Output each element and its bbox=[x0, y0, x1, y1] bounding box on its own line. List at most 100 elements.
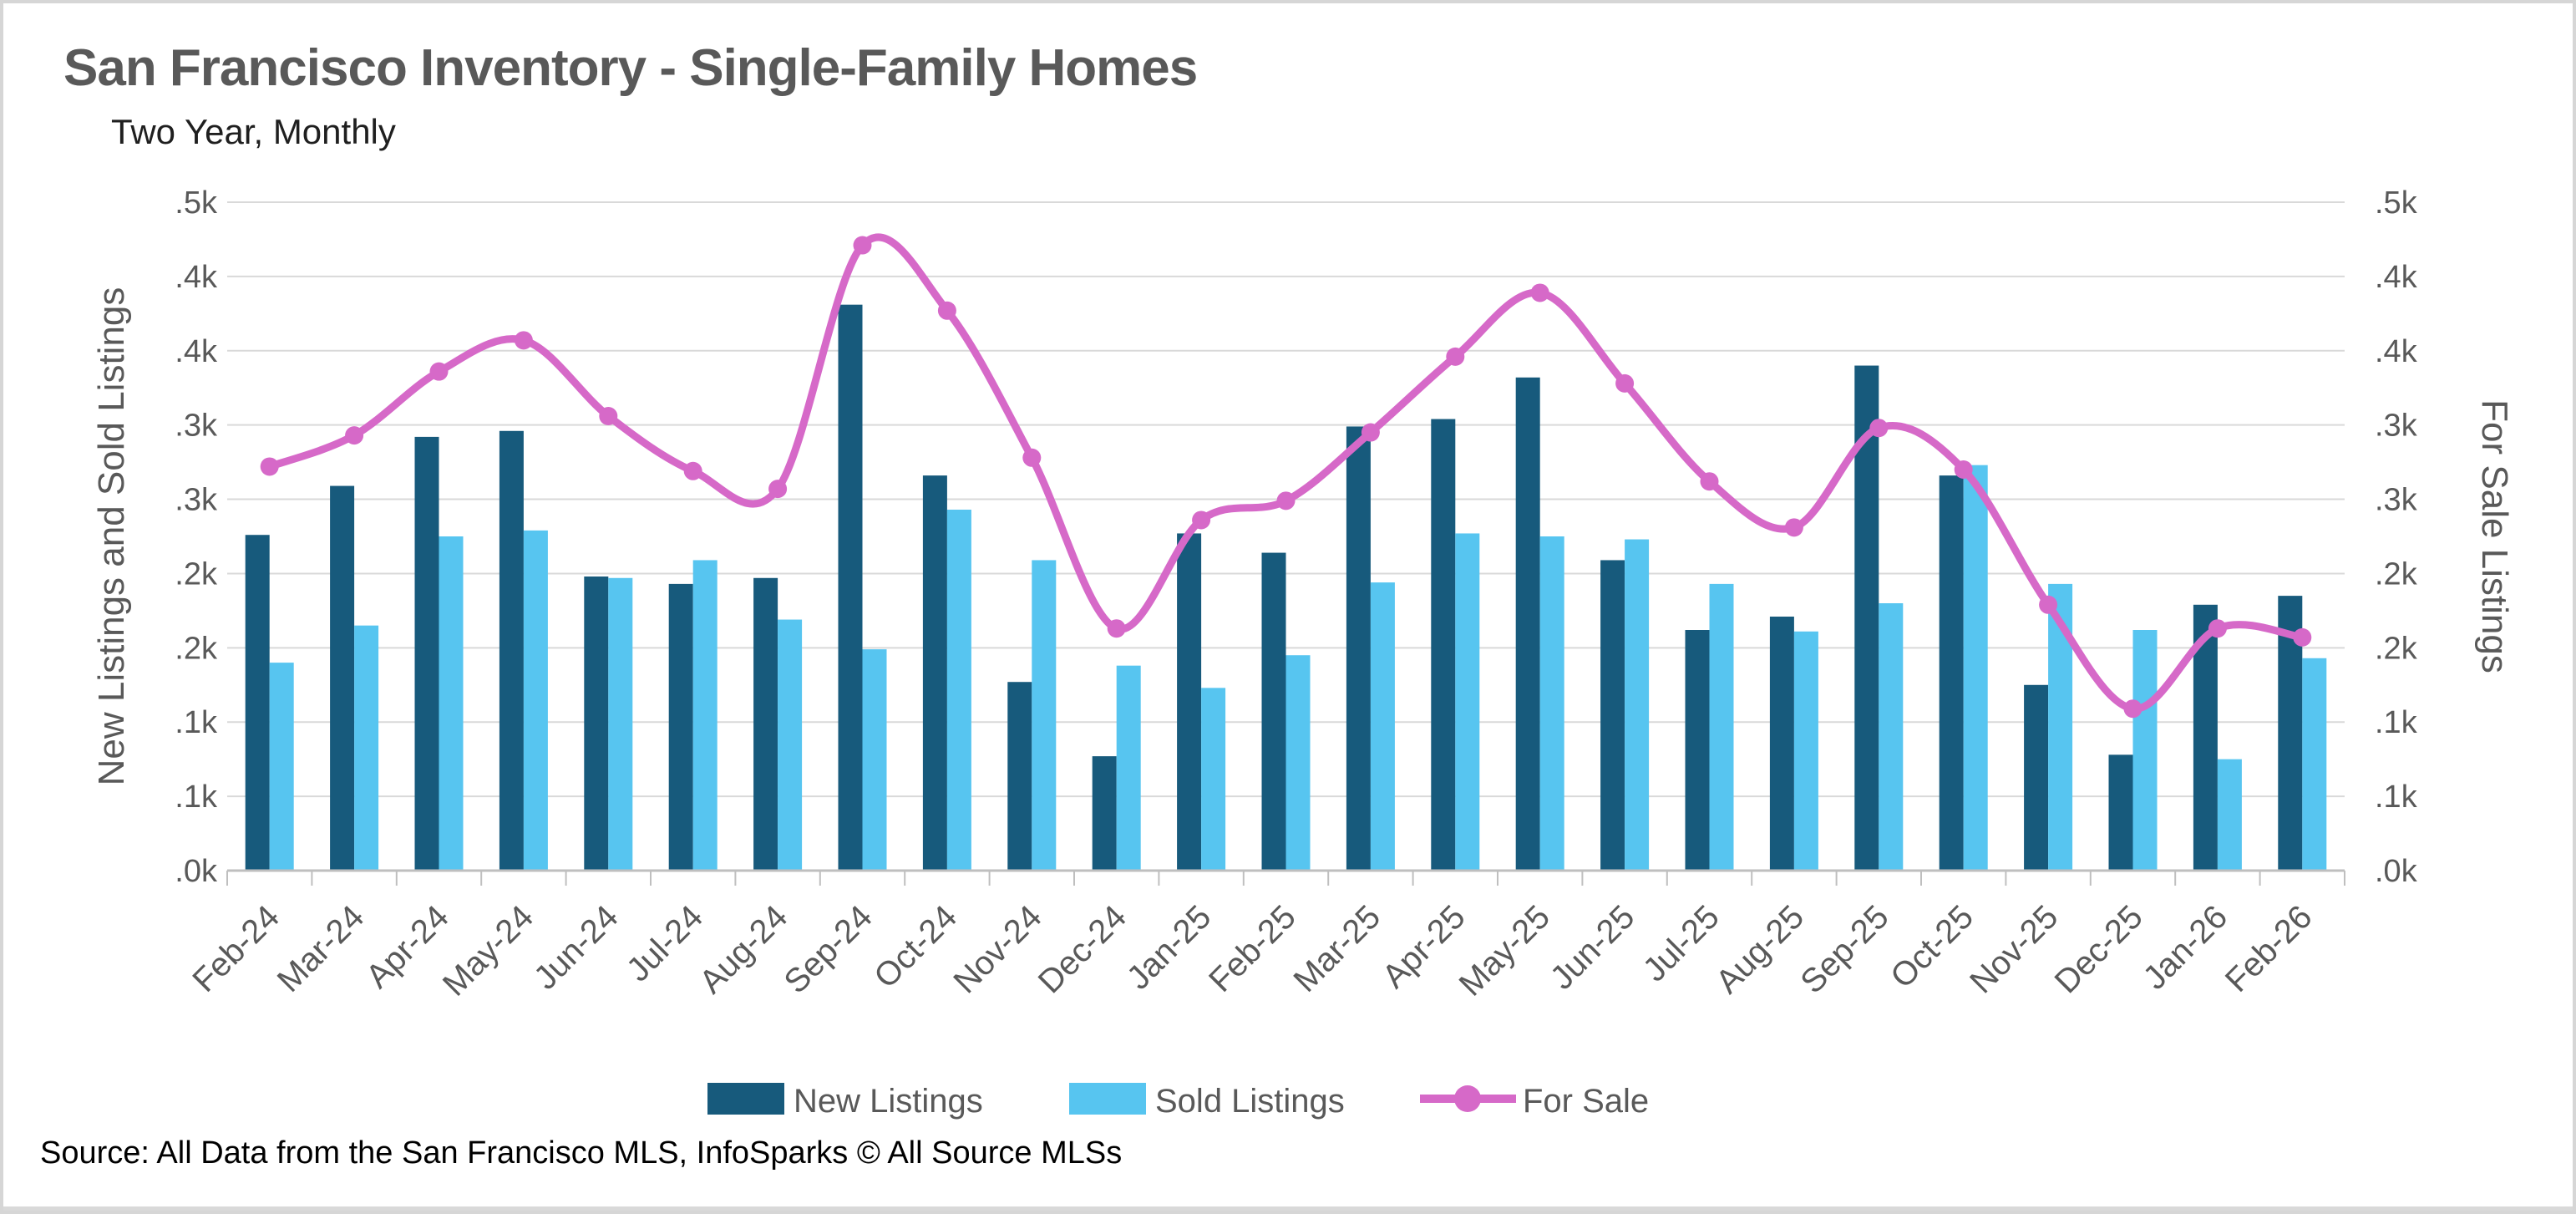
x-tick-label: Mar-25 bbox=[1287, 898, 1388, 999]
bar-sold-listings bbox=[608, 577, 633, 871]
for-sale-marker bbox=[1615, 373, 1635, 393]
bar-new-listings bbox=[1685, 630, 1710, 871]
bar-sold-listings bbox=[2132, 630, 2158, 871]
x-tick-label: May-25 bbox=[1453, 898, 1557, 1003]
for-sale-marker bbox=[1784, 518, 1803, 537]
for-sale-marker bbox=[345, 426, 364, 445]
bar-sold-listings bbox=[1793, 631, 1818, 871]
bar-sold-listings bbox=[692, 560, 718, 871]
bar-new-listings bbox=[1515, 377, 1540, 871]
bar-new-listings bbox=[1346, 426, 1371, 871]
bar-sold-listings bbox=[946, 510, 971, 871]
for-sale-marker bbox=[2123, 699, 2142, 719]
x-tick-label: Jan-25 bbox=[1120, 898, 1219, 997]
x-tick-label: Nov-24 bbox=[946, 898, 1048, 1000]
y-axis-labels-left: .0k .1k .1k .2k .2k .3k .3k .4k .4k .5k bbox=[175, 185, 218, 889]
for-sale-marker bbox=[1022, 448, 1042, 467]
x-tick-label: Oct-25 bbox=[1884, 898, 1980, 995]
bar-new-listings bbox=[838, 304, 863, 871]
legend-swatch-sold-listings bbox=[1069, 1083, 1146, 1115]
bar-new-listings bbox=[2108, 754, 2133, 871]
bar-new-listings bbox=[1939, 475, 1964, 871]
source-attribution: Source: All Data from the San Francisco … bbox=[40, 1135, 1122, 1171]
y-tick-label-right: .2k bbox=[2375, 556, 2418, 592]
legend-label-new-listings: New Listings bbox=[794, 1083, 983, 1120]
bar-new-listings bbox=[1092, 756, 1117, 871]
bar-sold-listings bbox=[1963, 465, 1988, 871]
x-tick-label: Feb-26 bbox=[2219, 898, 2320, 999]
x-tick-label: Jun-24 bbox=[527, 898, 626, 997]
for-sale-marker bbox=[937, 301, 956, 320]
x-tick-label: Jan-26 bbox=[2137, 898, 2235, 997]
bar-new-listings bbox=[330, 485, 355, 871]
bar-sold-listings bbox=[1879, 603, 1904, 871]
for-sale-marker bbox=[1530, 283, 1549, 302]
y-tick-label-left: .1k bbox=[175, 780, 218, 815]
y-tick-label-left: .0k bbox=[175, 854, 218, 889]
bar-new-listings bbox=[1261, 552, 1286, 871]
bar-sold-listings bbox=[2217, 759, 2242, 871]
for-sale-marker bbox=[2293, 627, 2312, 647]
for-sale-marker bbox=[1107, 619, 1126, 638]
legend-marker-icon bbox=[1454, 1085, 1481, 1112]
bar-new-listings bbox=[2024, 684, 2049, 871]
x-tick-label: Feb-24 bbox=[185, 898, 287, 999]
x-tick-label: Aug-25 bbox=[1709, 898, 1811, 1000]
x-tick-label: Jun-25 bbox=[1544, 898, 1642, 997]
bar-sold-listings bbox=[2302, 658, 2327, 871]
bar-sold-listings bbox=[1539, 536, 1564, 871]
y-tick-label-left: .3k bbox=[175, 409, 218, 444]
bar-sold-listings bbox=[1709, 583, 1734, 871]
bar-sold-listings bbox=[439, 536, 464, 871]
bar-sold-listings bbox=[862, 649, 887, 871]
for-sale-marker bbox=[514, 331, 533, 350]
bar-new-listings bbox=[1177, 533, 1202, 871]
y-tick-label-right: .0k bbox=[2375, 854, 2418, 889]
legend: New Listings Sold Listings For Sale bbox=[707, 1083, 1649, 1120]
legend-label-sold-listings: Sold Listings bbox=[1155, 1083, 1345, 1120]
bar-sold-listings bbox=[1625, 539, 1650, 871]
y-tick-label-left: .4k bbox=[175, 334, 218, 369]
for-sale-marker bbox=[599, 407, 618, 425]
bar-sold-listings bbox=[1370, 582, 1395, 871]
y-tick-label-left: .2k bbox=[175, 556, 218, 592]
bar-new-listings bbox=[245, 535, 270, 871]
x-tick-label: Nov-25 bbox=[1963, 898, 2065, 1000]
y-tick-label-left: .1k bbox=[175, 705, 218, 740]
x-tick-label: Sep-25 bbox=[1793, 898, 1895, 1000]
y-tick-label-left: .2k bbox=[175, 631, 218, 666]
x-tick-label: Dec-25 bbox=[2048, 898, 2150, 1000]
legend-swatch-new-listings bbox=[707, 1083, 784, 1115]
chart-subtitle: Two Year, Monthly bbox=[111, 112, 396, 151]
y-tick-label-right: .4k bbox=[2375, 260, 2418, 295]
bar-new-listings bbox=[1007, 682, 1032, 871]
bar-new-listings bbox=[922, 475, 947, 871]
y-tick-label-right: .4k bbox=[2375, 334, 2418, 369]
for-sale-marker bbox=[1276, 491, 1296, 510]
bar-series bbox=[245, 304, 2327, 871]
for-sale-marker bbox=[2039, 595, 2058, 614]
for-sale-line-series bbox=[260, 233, 2312, 719]
for-sale-marker bbox=[1192, 510, 1211, 530]
for-sale-marker bbox=[768, 480, 788, 499]
bar-new-listings bbox=[753, 577, 778, 871]
for-sale-marker bbox=[260, 457, 279, 476]
y-tick-label-right: .3k bbox=[2375, 409, 2418, 444]
y-tick-label-right: .1k bbox=[2375, 705, 2418, 740]
y-tick-label-left: .5k bbox=[175, 185, 218, 221]
y-tick-label-left: .3k bbox=[175, 483, 218, 518]
bar-sold-listings bbox=[1285, 655, 1311, 871]
bar-sold-listings bbox=[1455, 533, 1480, 871]
x-tick-label: May-24 bbox=[436, 898, 540, 1003]
bar-sold-listings bbox=[778, 619, 803, 871]
bar-new-listings bbox=[584, 577, 609, 871]
page-title: San Francisco Inventory - Single-Family … bbox=[63, 39, 1197, 97]
bar-new-listings bbox=[668, 583, 693, 871]
for-sale-marker bbox=[1954, 460, 1973, 479]
for-sale-marker bbox=[1361, 423, 1380, 442]
for-sale-marker bbox=[1700, 472, 1719, 491]
left-axis-title: New Listings and Sold Listings bbox=[91, 287, 132, 786]
bar-new-listings bbox=[414, 436, 439, 871]
